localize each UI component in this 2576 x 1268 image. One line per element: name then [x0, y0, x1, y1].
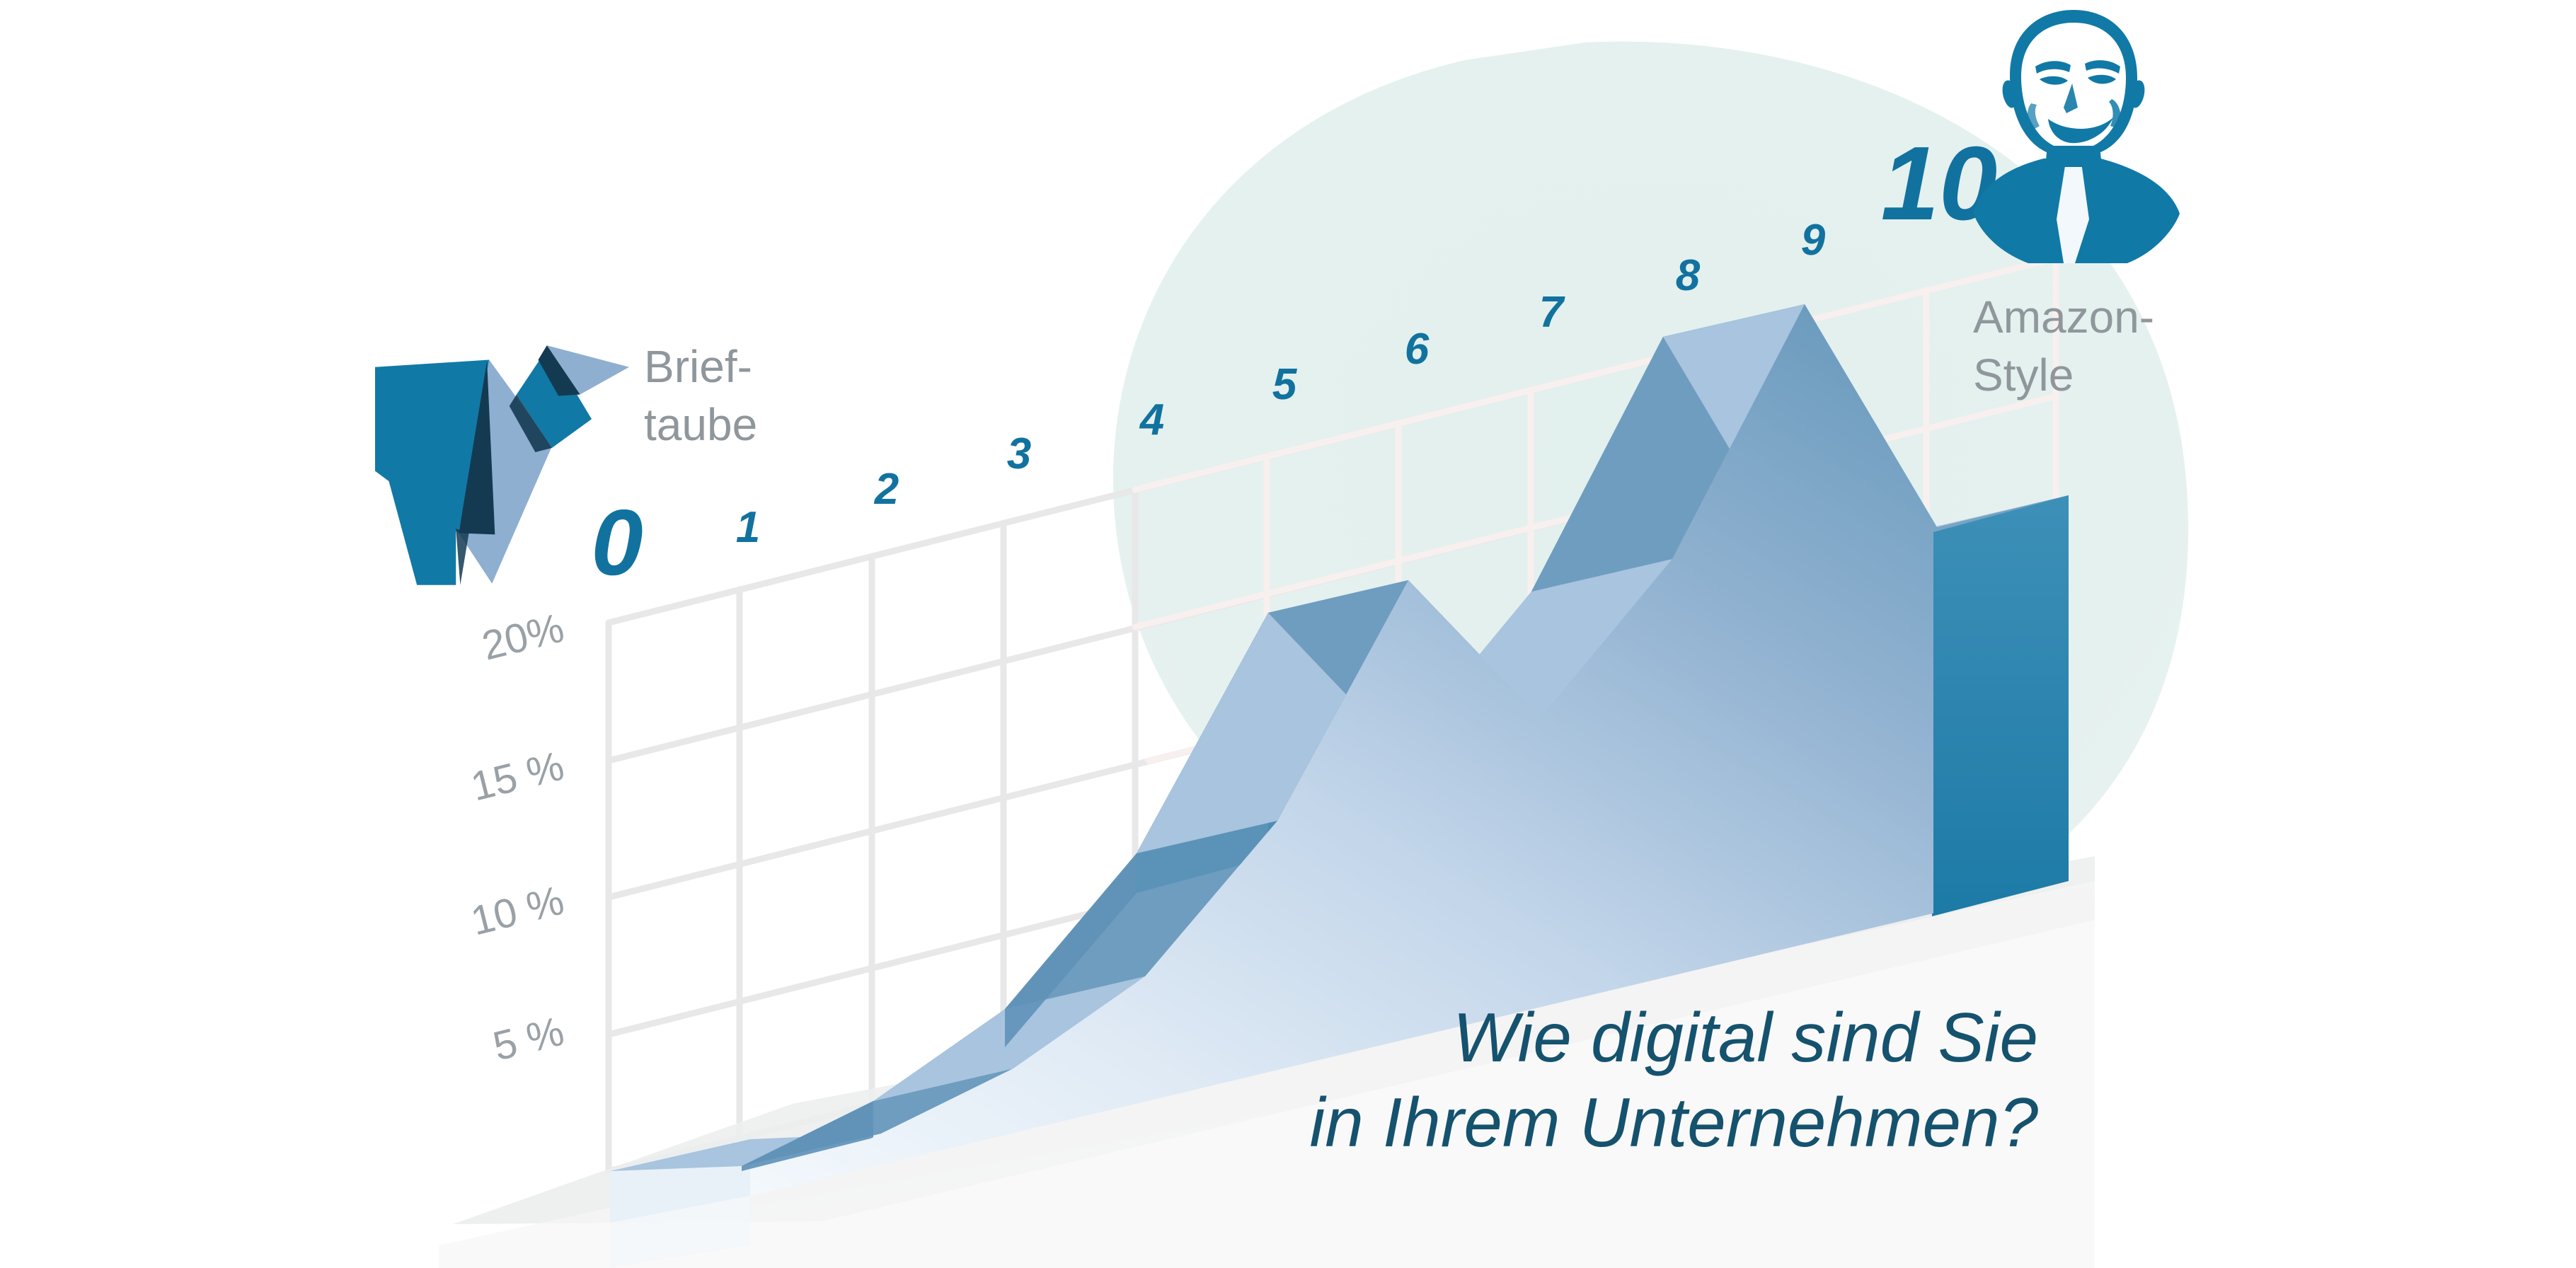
amazon-style-label: Amazon- Style: [1973, 292, 2154, 400]
brieftaube-label: Brief- taube: [644, 341, 757, 450]
scale-number-6: 6: [1405, 325, 1430, 374]
y-tick-20: 20%: [478, 605, 568, 669]
y-tick-15: 15 %: [466, 743, 568, 810]
scale-number-0: 0: [591, 490, 643, 594]
y-tick-10: 10 %: [466, 877, 568, 945]
jeff-bezos-portrait-icon: [1973, 10, 2180, 263]
brieftaube-label-line1: Brief-: [644, 341, 752, 392]
scale-number-5: 5: [1272, 360, 1298, 409]
scale-number-4: 4: [1139, 396, 1164, 444]
amazon-style-label-line1: Amazon-: [1973, 292, 2154, 342]
y-tick-5: 5 %: [488, 1008, 568, 1070]
x-scale-numbers: 0 1 2 3 4 5 6 7 8 9 10: [591, 125, 1997, 594]
caption-line2: in Ihrem Unternehmen?: [1309, 1083, 2038, 1161]
scale-number-2: 2: [874, 465, 899, 514]
y-axis-labels: 20% 15 % 10 % 5 %: [466, 605, 568, 1070]
chart-caption: Wie digital sind Sie in Ihrem Unternehme…: [1309, 998, 2038, 1161]
ribbon-front-face-overlay: [750, 304, 2069, 1196]
caption-line1: Wie digital sind Sie: [1453, 998, 2038, 1076]
scale-number-9: 9: [1801, 216, 1826, 265]
scale-number-8: 8: [1676, 251, 1701, 300]
scale-number-3: 3: [1007, 430, 1031, 478]
brieftaube-label-line2: taube: [644, 399, 757, 450]
scale-number-1: 1: [736, 503, 760, 552]
amazon-style-label-line2: Style: [1973, 350, 2074, 400]
origami-dove-icon: [375, 345, 630, 585]
scale-number-7: 7: [1539, 288, 1565, 337]
